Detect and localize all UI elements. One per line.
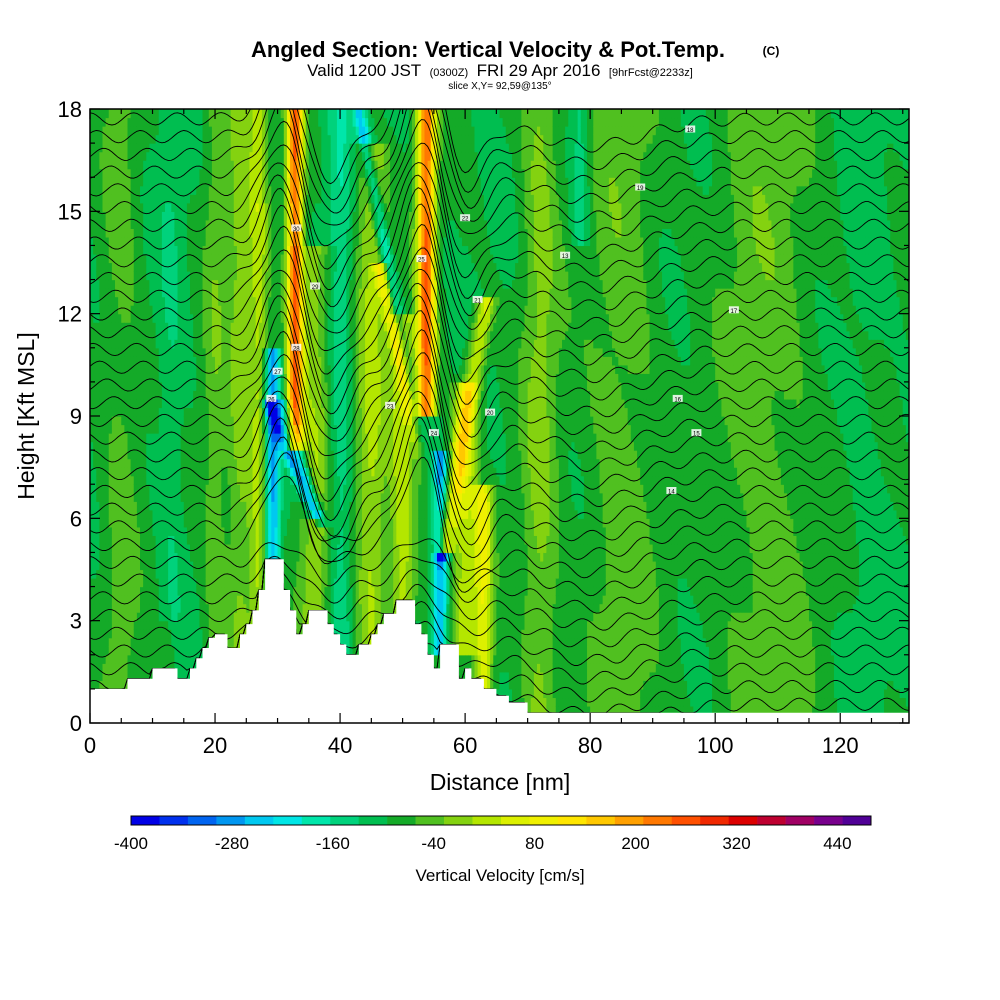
chart-subtitle: Valid 1200 JST (0300Z) FRI 29 Apr 2016 [… xyxy=(307,61,693,80)
subtitle-zulu: (0300Z) xyxy=(430,67,469,79)
subtitle-forecast: [9hrFcst@2233z] xyxy=(609,67,693,79)
chart-title-unit: (C) xyxy=(763,44,780,58)
chart-title: Angled Section: Vertical Velocity & Pot.… xyxy=(251,37,725,62)
slice-label: slice X,Y= 92,59@135° xyxy=(448,81,551,92)
subtitle-valid: Valid 1200 JST xyxy=(307,61,421,80)
subtitle-date: FRI 29 Apr 2016 xyxy=(477,61,601,80)
